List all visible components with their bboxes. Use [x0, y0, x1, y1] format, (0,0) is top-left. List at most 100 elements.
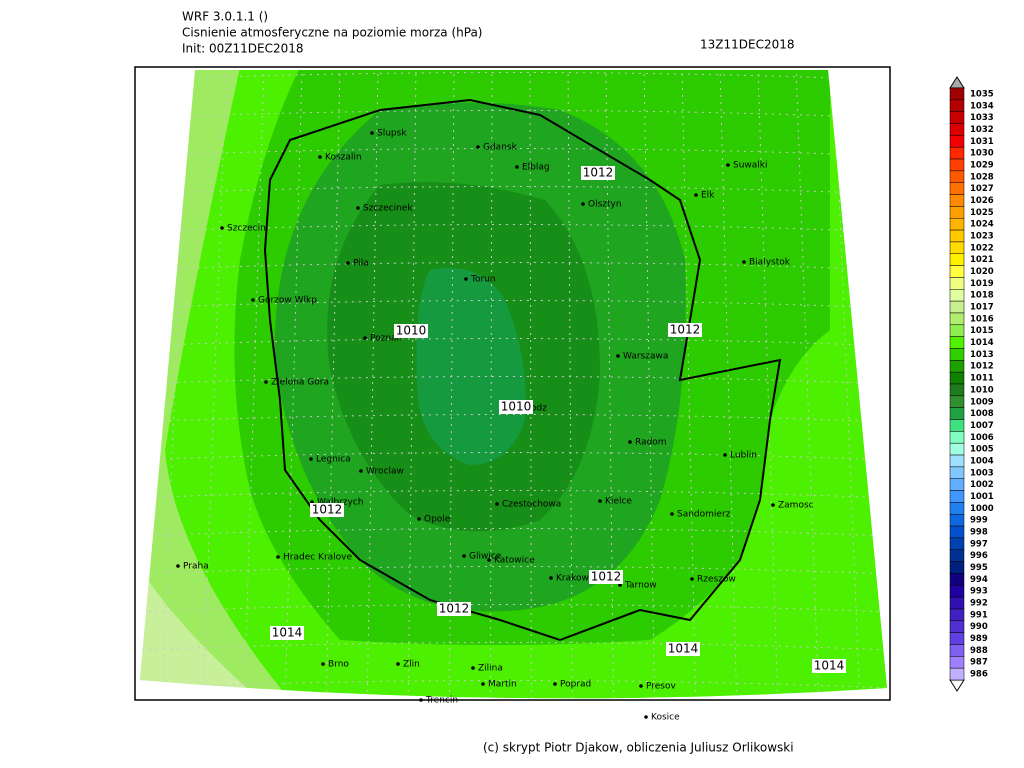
city-dot — [346, 261, 350, 265]
grid-line — [567, 70, 573, 699]
colorbar-box — [949, 537, 965, 551]
city-dot — [310, 500, 314, 504]
map-frame — [134, 66, 891, 701]
colorbar-label: 999 — [970, 516, 988, 526]
colorbar-label: 1022 — [970, 243, 994, 253]
city-dot — [471, 666, 475, 670]
colorbar-box — [949, 466, 965, 479]
city-dot — [318, 155, 322, 159]
contour-label-bg — [666, 642, 700, 656]
colorbar-box — [949, 348, 965, 361]
city-dot — [419, 698, 423, 702]
colorbar-box — [949, 158, 965, 172]
city-label: Opole — [424, 515, 451, 525]
city-dot — [495, 502, 499, 506]
colorbar-box — [949, 206, 965, 219]
city-dot — [581, 202, 585, 206]
city-label: Lublin — [730, 451, 757, 461]
city-label: Presov — [646, 682, 677, 692]
colorbar-label: 986 — [970, 670, 988, 680]
city-label: Slupsk — [377, 129, 407, 139]
colorbar-box — [949, 360, 965, 373]
city-label: Rzeszow — [697, 575, 736, 585]
colorbar-box — [949, 478, 965, 491]
colorbar-box — [949, 431, 965, 444]
contour-label-bg — [437, 602, 471, 616]
contour-label-bg — [589, 570, 623, 584]
city-dot — [694, 193, 698, 197]
city-label: Zlin — [403, 660, 420, 670]
colorbar-label: 1003 — [970, 468, 994, 478]
grid-line — [795, 70, 820, 699]
city-dot — [176, 564, 180, 568]
colorbar-box — [949, 620, 965, 633]
header-line: WRF 3.0.1.1 () — [182, 10, 268, 24]
colorbar-label: 1009 — [970, 397, 994, 407]
grid-line — [643, 70, 656, 699]
colorbar-label: 1025 — [970, 208, 994, 218]
header-line: Init: 00Z11DEC2018 — [182, 42, 304, 56]
city-label: Krakow — [556, 574, 589, 584]
city-dot — [487, 558, 491, 562]
city-dot — [370, 131, 374, 135]
header-line: Cisnienie atmosferyczne na poziomie morz… — [182, 26, 483, 40]
contour-label: 1014 — [272, 626, 303, 640]
city-label: Suwalki — [733, 161, 768, 171]
city-dot — [690, 577, 694, 581]
colorbar-label: 998 — [970, 528, 988, 538]
colorbar-label: 1033 — [970, 113, 994, 123]
colorbar-box — [949, 608, 965, 622]
colorbar-label: 1035 — [970, 89, 994, 99]
city-dot — [618, 583, 622, 587]
city-dot — [462, 554, 466, 558]
contour-label-bg — [668, 323, 702, 337]
city-dot — [251, 298, 255, 302]
grid-line — [757, 70, 779, 699]
map-fill — [140, 70, 887, 699]
colorbar-label: 1001 — [970, 492, 994, 502]
colorbar-box — [949, 513, 965, 527]
colorbar-label: 1026 — [970, 196, 994, 206]
city-label: Koszalin — [325, 153, 362, 163]
colorbar-label: 1006 — [970, 433, 994, 443]
colorbar-box — [949, 170, 965, 183]
colorbar-label: 1014 — [970, 338, 994, 348]
city-label: Elblag — [522, 163, 550, 173]
contour-label-bg — [394, 324, 428, 338]
cb-arrow — [949, 76, 965, 89]
colorbar-label: 1013 — [970, 350, 994, 360]
city-dot — [363, 336, 367, 340]
city-label: Szczecin — [227, 224, 266, 234]
city-dot — [723, 453, 727, 457]
colorbar-box — [949, 371, 965, 385]
colorbar-label: 987 — [970, 658, 988, 668]
colorbar-label: 1029 — [970, 160, 994, 170]
city-label: Bialystok — [749, 258, 791, 268]
city-label: Kosice — [651, 713, 680, 723]
grid-line — [284, 70, 303, 699]
city-label: Lodz — [526, 404, 547, 414]
grid-line — [243, 70, 265, 699]
city-label: Praha — [183, 562, 209, 572]
colorbar-label: 997 — [970, 539, 988, 549]
colorbar-label: 1004 — [970, 456, 994, 466]
city-dot — [616, 354, 620, 358]
grid-line — [325, 70, 341, 699]
grid-line — [681, 70, 697, 699]
city-label: Torun — [470, 275, 496, 285]
city-label: Poprad — [560, 680, 591, 690]
grid-line — [202, 70, 227, 699]
city-dot — [220, 226, 224, 230]
colorbar-label: 1018 — [970, 291, 994, 301]
city-label: Elk — [701, 191, 715, 201]
contour-label-bg — [310, 503, 344, 517]
city-label: Zilina — [478, 664, 503, 674]
colorbar-label: 996 — [970, 551, 988, 561]
colorbar-box — [949, 300, 965, 314]
colorbar-box — [949, 644, 965, 657]
colorbar-label: 1024 — [970, 220, 994, 230]
colorbar-label: 1007 — [970, 421, 994, 431]
valid-time: 13Z11DEC2018 — [700, 38, 795, 52]
colorbar-box — [949, 229, 965, 243]
